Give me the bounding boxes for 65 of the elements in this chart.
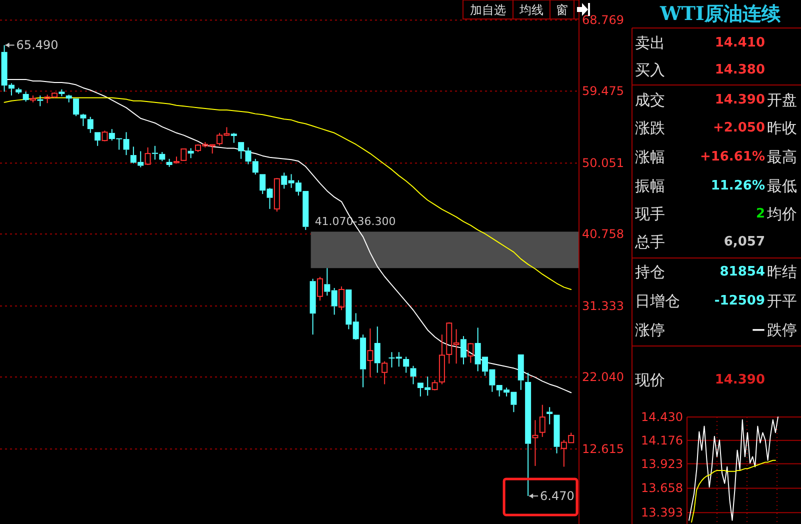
annotation: 加自选 [470, 3, 506, 17]
candlestick [367, 328, 374, 378]
annotation: 均线 [518, 3, 544, 17]
category-label: 跌停 [767, 321, 797, 339]
candlestick [159, 152, 166, 162]
category-label: 最高 [767, 148, 797, 166]
category-label: 涨幅 [635, 148, 665, 166]
candlestick [546, 406, 553, 425]
text: 14.410 [714, 36, 765, 50]
text: +16.61% [700, 150, 765, 164]
text: — [752, 322, 765, 338]
y-tick-label: 13.923 [641, 456, 683, 471]
text: -12509 [714, 294, 765, 308]
y-tick-label: 31.333 [582, 299, 624, 314]
candlestick [532, 420, 538, 466]
candlestick [374, 326, 380, 374]
annotation: 65.490 [16, 38, 58, 52]
text: 6,057 [724, 234, 765, 250]
y-tick-label: 40.758 [582, 227, 624, 242]
category-label: 开盘 [767, 91, 797, 109]
category-label: 昨结 [767, 263, 797, 281]
text: WTI原油连续 [659, 3, 782, 25]
category-label: 现手 [635, 205, 665, 223]
category-label: 卖出 [635, 34, 665, 52]
candlestick [188, 148, 194, 159]
candlestick [403, 356, 410, 374]
text: 81854 [720, 264, 765, 280]
y-tick-label: 50.051 [582, 156, 624, 170]
category-label: 涨跌 [635, 119, 665, 137]
candlestick [166, 158, 172, 168]
category-label: 涨停 [635, 321, 665, 339]
text: 11.26% [710, 178, 765, 194]
candlestick [16, 87, 22, 94]
category-label: 开平 [767, 292, 797, 310]
y-tick-label: 13.393 [641, 506, 683, 520]
text: 14.390 [714, 92, 765, 108]
line-series [691, 460, 776, 523]
text: 2 [756, 206, 765, 222]
category-label: 日增仓 [635, 292, 680, 310]
y-tick-label: 68.769 [582, 13, 624, 28]
category-label: 现价 [635, 371, 665, 389]
y-tick-label: 22.040 [582, 370, 624, 384]
y-tick-label: 14.176 [641, 433, 683, 448]
candlestick [460, 336, 466, 365]
y-tick-label: 14.430 [641, 410, 683, 424]
annotation: 窗 [556, 3, 568, 17]
line-series [688, 416, 778, 521]
category-label: 买入 [635, 61, 665, 79]
category-label: 最低 [767, 177, 797, 195]
category-label: 均价 [767, 205, 797, 223]
y-tick-label: 13.658 [641, 481, 683, 496]
category-label: 总手 [634, 233, 665, 251]
candlestick [37, 94, 44, 107]
y-tick-label: 12.615 [582, 442, 624, 456]
text: 14.390 [714, 372, 765, 388]
category-label: 持仓 [635, 263, 665, 281]
candlestick [66, 94, 72, 103]
category-label: 振幅 [635, 177, 665, 195]
text: +2.050 [712, 120, 765, 136]
annotation: 6.470 [540, 488, 574, 503]
y-tick-label: 59.475 [582, 84, 624, 98]
category-label: 成交 [635, 91, 665, 109]
candlestick [22, 91, 29, 102]
text: 14.380 [714, 62, 765, 78]
category-label: 昨收 [767, 119, 797, 137]
